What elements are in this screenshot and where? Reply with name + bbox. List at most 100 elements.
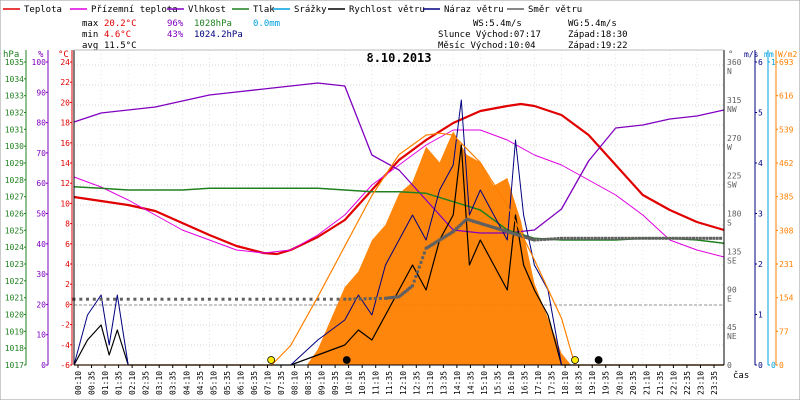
- hpa-axis-tick-label: 1021: [5, 294, 24, 303]
- hpa-axis-tick-label: 1023: [5, 260, 24, 269]
- stats-min-press: 1024.2hPa: [194, 30, 243, 40]
- time-tick-label: 13:35: [439, 371, 448, 395]
- wind-direction-point: [113, 297, 117, 301]
- wind-direction-point: [402, 291, 406, 295]
- time-tick-label: 09:35: [331, 371, 340, 395]
- wind-direction-point: [407, 287, 411, 290]
- time-tick-label: 06:10: [236, 371, 245, 395]
- info-moon-set: Západ:19:22: [568, 41, 628, 51]
- info-ws: WS:5.4m/s: [473, 19, 522, 29]
- wind-direction-point: [309, 297, 313, 301]
- wind-direction-point: [712, 236, 716, 240]
- wind-direction-point: [678, 236, 682, 240]
- series-wind-gust: [73, 99, 724, 366]
- wind-direction-point: [688, 236, 692, 240]
- temp-axis-tick-label: 18: [60, 119, 70, 128]
- hpa-axis-tick-label: 1031: [5, 125, 24, 134]
- wind-direction-point: [406, 288, 409, 292]
- time-tick-label: 10:10: [345, 371, 354, 395]
- wind-direction-point: [438, 238, 442, 242]
- legend-item: Přízemní teplota: [70, 5, 178, 15]
- wind-direction-point: [587, 236, 591, 240]
- wind-direction-point: [497, 227, 501, 231]
- wind-direction-point: [607, 236, 611, 240]
- legend-label: Srážky: [294, 5, 327, 15]
- wind-direction-point: [658, 236, 662, 240]
- wm2-axis-tick-label: 0: [779, 361, 784, 370]
- time-tick-label: 21:35: [656, 371, 665, 395]
- ms-axis-tick-label: 2: [758, 260, 763, 269]
- wind-direction-point: [412, 279, 416, 283]
- time-tick-label: 21:10: [642, 371, 651, 395]
- temp-axis-tick-label: 20: [60, 98, 70, 107]
- wind-direction-point: [180, 297, 184, 301]
- time-tick-label: 03:10: [155, 371, 164, 395]
- mm-axis-tick-label: 0: [771, 361, 776, 370]
- time-tick-label: 02:35: [142, 371, 151, 395]
- temp-axis-tick-label: 16: [60, 139, 70, 148]
- series-humidity: [73, 82, 725, 234]
- time-tick-label: 00:10: [74, 371, 83, 395]
- stats-max-hum: 96%: [167, 19, 184, 29]
- wind-direction-point: [302, 297, 306, 301]
- wind-direction-point: [499, 228, 503, 232]
- time-tick-label: 07:35: [277, 371, 286, 395]
- hpa-axis-tick-label: 1018: [5, 344, 24, 353]
- wind-direction-point: [624, 236, 628, 240]
- wind-direction-point: [664, 236, 668, 240]
- pct-axis-tick-label: 0: [41, 361, 46, 370]
- wind-direction-point: [385, 296, 389, 300]
- wind-direction-point: [675, 236, 679, 240]
- hpa-axis-tick-label: 1020: [5, 311, 24, 320]
- legend-item: Náraz větru: [423, 5, 504, 15]
- wind-direction-point: [466, 218, 470, 222]
- time-tick-label: 13:10: [426, 371, 435, 395]
- legend: Teplota Přízemní teplota Vlhkost Tlak Sr…: [3, 5, 582, 15]
- pct-axis-tick-label: 90: [36, 88, 46, 97]
- wind-direction-point: [593, 236, 597, 240]
- wind-direction-point: [409, 285, 413, 289]
- wind-direction-point: [505, 230, 509, 234]
- wind-direction-point: [510, 231, 514, 235]
- mm-unit: mm: [764, 50, 774, 59]
- wind-direction-point: [140, 297, 144, 301]
- dir-tick-label: 360: [727, 58, 742, 67]
- legend-item: Tlak: [232, 5, 275, 15]
- wind-direction-point: [458, 223, 462, 227]
- wind-direction-point: [446, 233, 450, 237]
- wind-direction-point: [221, 297, 225, 301]
- wind-direction-point: [692, 236, 695, 240]
- wind-direction-point: [241, 297, 245, 301]
- wind-direction-point: [235, 297, 238, 301]
- info-sun-rise: Slunce Východ:07:17: [438, 30, 541, 40]
- dir-tick-label: 225: [727, 172, 742, 181]
- wind-direction-point: [433, 241, 436, 245]
- legend-label: Vlhkost: [188, 5, 226, 15]
- hpa-axis-tick-label: 1032: [5, 109, 24, 118]
- wind-direction-point: [336, 297, 340, 301]
- wind-direction-point: [719, 236, 723, 240]
- wind-direction-point: [439, 237, 443, 241]
- wind-direction-point: [99, 297, 103, 301]
- marker-sunrise: [267, 356, 276, 364]
- wind-direction-point: [389, 296, 392, 300]
- wind-direction-point: [119, 297, 123, 301]
- wm2-axis-tick-label: 616: [779, 92, 794, 101]
- time-tick-label: 18:10: [561, 371, 570, 395]
- wind-direction-point: [580, 236, 584, 240]
- wind-direction-point: [353, 297, 357, 301]
- dir-tick-label: 180: [727, 210, 742, 219]
- radiation-layer: [74, 131, 724, 365]
- wm2-axis-tick-label: 154: [779, 294, 794, 303]
- hpa-axis-tick-label: 1028: [5, 176, 24, 185]
- wind-direction-point: [255, 297, 259, 301]
- time-tick-label: 15:10: [480, 371, 489, 395]
- ms-axis-tick-label: 3: [758, 210, 763, 219]
- hpa-axis-tick-label: 1035: [5, 58, 24, 67]
- pct-axis-tick-label: 60: [36, 179, 46, 188]
- legend-label: Náraz větru: [444, 5, 504, 15]
- wind-direction-point: [463, 219, 467, 223]
- wind-direction-point: [194, 297, 198, 301]
